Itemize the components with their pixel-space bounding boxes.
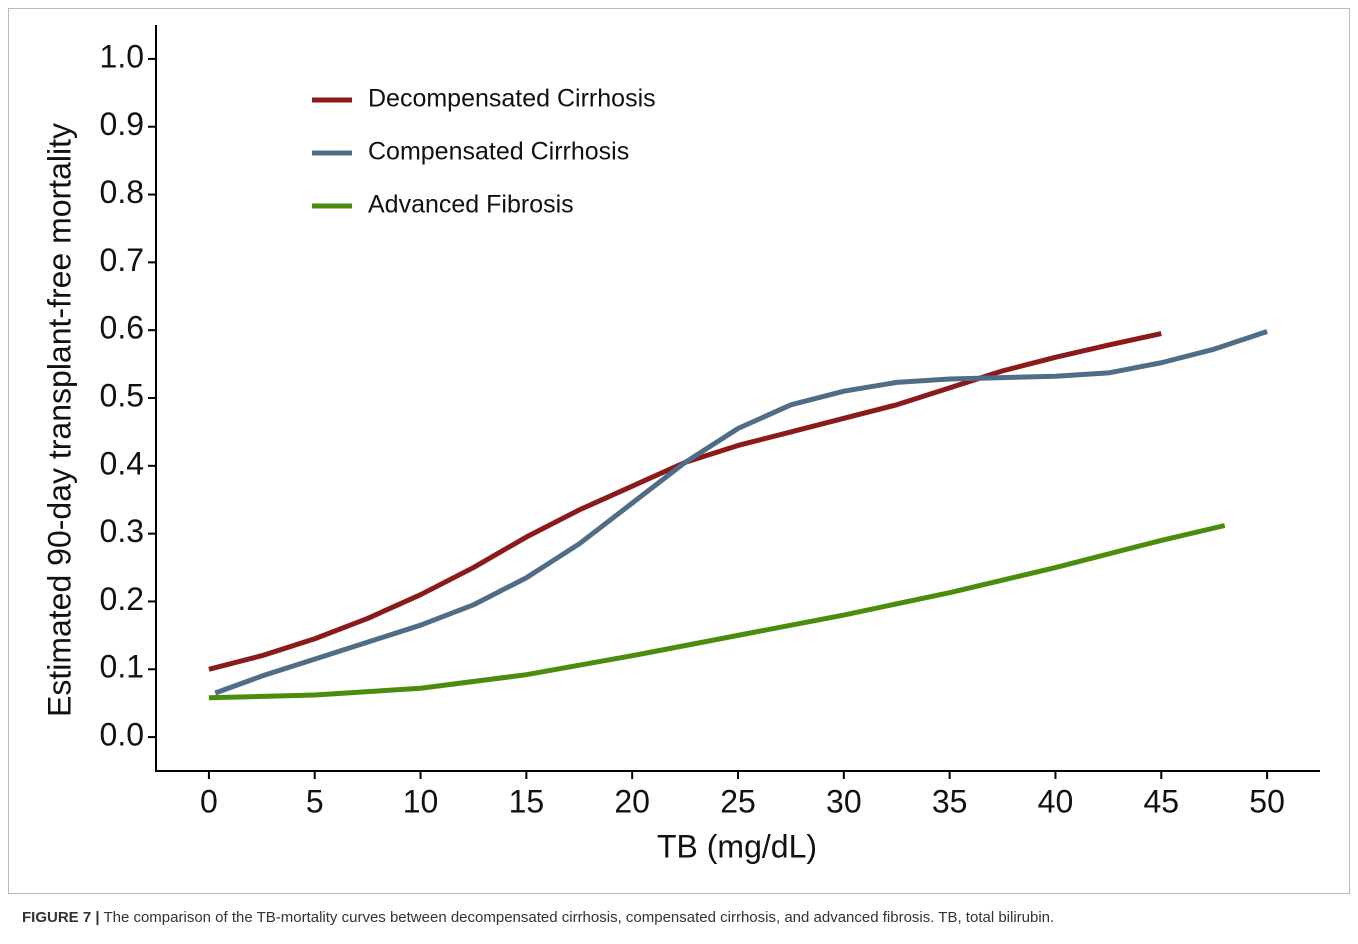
y-tick-label: 0.0 [100, 717, 144, 753]
line-series [214, 329, 1268, 696]
y-tick-label: 0.6 [100, 310, 144, 346]
x-tick-label: 15 [509, 783, 545, 819]
x-tick-label: 50 [1249, 783, 1285, 819]
legend-label: Advanced Fibrosis [368, 191, 574, 219]
y-tick-label: 1.0 [100, 38, 144, 74]
legend-label: Decompensated Cirrhosis [368, 85, 656, 113]
y-tick-label: 0.8 [100, 174, 144, 210]
x-tick-label: 0 [200, 783, 218, 819]
y-tick-label: 0.3 [100, 513, 144, 549]
caption-label: FIGURE 7 | [22, 909, 100, 926]
y-tick-label: 0.5 [100, 377, 144, 413]
x-tick-label: 40 [1038, 783, 1074, 819]
x-tick-label: 10 [403, 783, 439, 819]
caption: FIGURE 7 | The comparison of the TB-mort… [22, 909, 1054, 926]
x-tick-label: 5 [306, 783, 324, 819]
line-series [208, 331, 1162, 672]
caption-text: The comparison of the TB-mortality curve… [103, 909, 1054, 926]
x-tick-label: 20 [614, 783, 650, 819]
x-axis-title: TB (mg/dL) [657, 828, 817, 864]
x-tick-label: 25 [720, 783, 756, 819]
x-tick-label: 35 [932, 783, 968, 819]
line-series [208, 523, 1226, 701]
y-axis-title: Estimated 90-day transplant-free mortali… [41, 123, 77, 717]
y-tick-label: 0.7 [100, 242, 144, 278]
x-tick-label: 30 [826, 783, 862, 819]
y-tick-label: 0.2 [100, 581, 144, 617]
legend-label: Compensated Cirrhosis [368, 138, 629, 166]
frame [8, 8, 1350, 894]
y-tick-label: 0.9 [100, 106, 144, 142]
x-tick-label: 45 [1143, 783, 1179, 819]
y-tick-label: 0.4 [100, 445, 144, 481]
y-tick-label: 0.1 [100, 649, 144, 685]
